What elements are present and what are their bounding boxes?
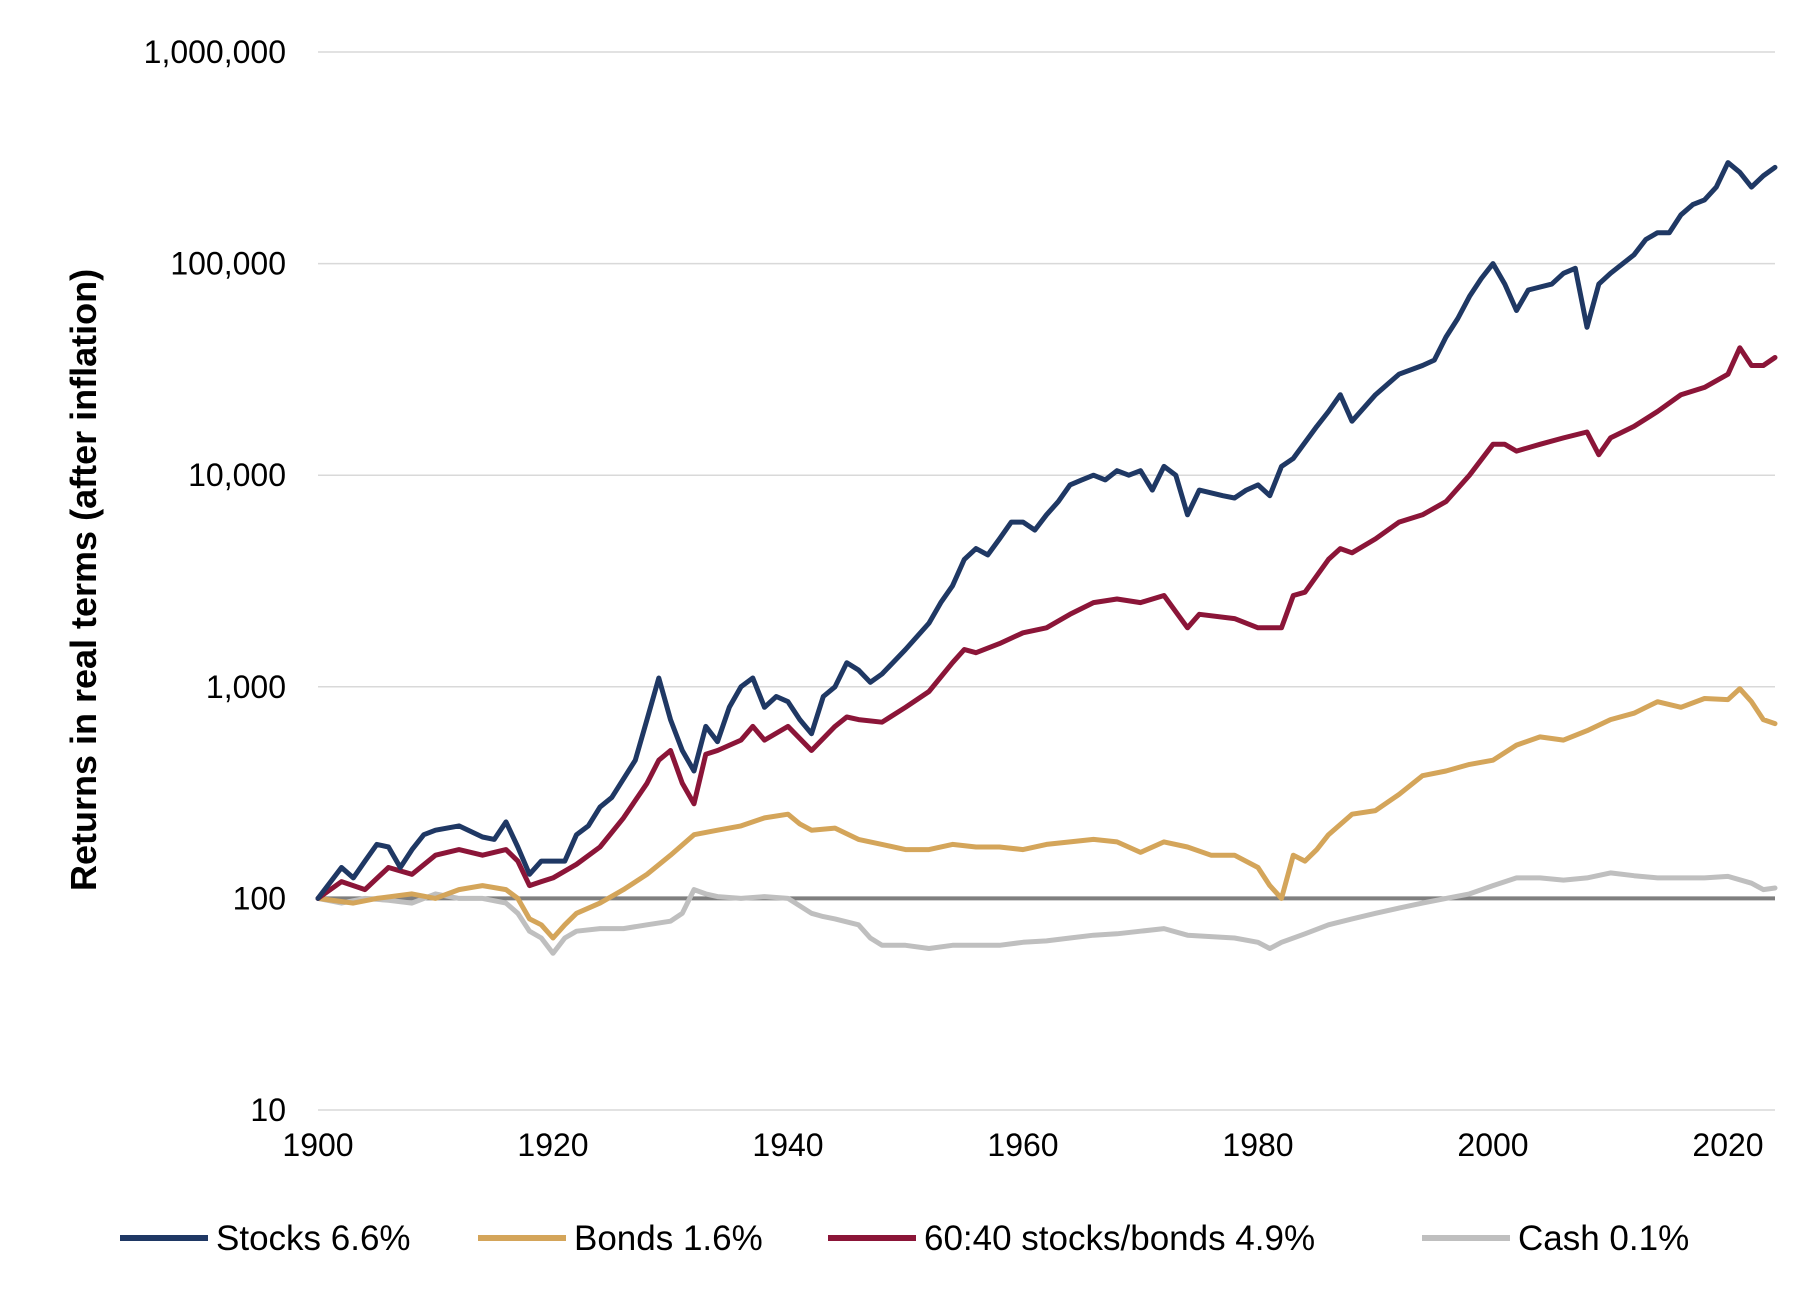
x-tick-label-2: 1940 — [752, 1127, 823, 1163]
series-line-1 — [315, 686, 1778, 941]
legend-label-0: Stocks 6.6% — [216, 1219, 411, 1258]
y-axis-title: Returns in real terms (after inflation) — [63, 269, 104, 891]
legend-item-0: Stocks 6.6% — [120, 1219, 411, 1258]
gridlines — [318, 51, 1775, 1111]
legend-item-2: 60:40 stocks/bonds 4.9% — [828, 1219, 1315, 1258]
y-tick-label-4: 100,000 — [170, 246, 286, 282]
y-tick-label-3: 10,000 — [188, 457, 286, 493]
series-line-0 — [315, 160, 1778, 901]
legend: Stocks 6.6% Bonds 1.6% 60:40 stocks/bonds … — [120, 1219, 1689, 1258]
x-axis-tick-labels: 1900 1920 1940 1960 1980 2000 2020 — [282, 1127, 1763, 1163]
series-layer — [315, 160, 1778, 956]
legend-label-2: 60:40 stocks/bonds 4.9% — [924, 1219, 1315, 1258]
y-tick-label-1: 100 — [233, 880, 286, 916]
x-tick-label-3: 1960 — [987, 1127, 1058, 1163]
legend-label-1: Bonds 1.6% — [574, 1219, 763, 1258]
legend-label-3: Cash 0.1% — [1518, 1219, 1689, 1258]
legend-item-1: Bonds 1.6% — [478, 1219, 763, 1258]
y-axis-tick-labels: 10 100 1,000 10,000 100,000 1,000,000 — [144, 34, 286, 1128]
y-tick-label-5: 1,000,000 — [144, 34, 286, 70]
y-tick-label-2: 1,000 — [206, 669, 286, 705]
series-line-2 — [315, 345, 1778, 901]
y-tick-label-0: 10 — [250, 1092, 286, 1128]
x-tick-label-4: 1980 — [1222, 1127, 1293, 1163]
x-tick-label-0: 1900 — [282, 1127, 353, 1163]
series-line-3 — [315, 870, 1778, 956]
x-tick-label-6: 2020 — [1692, 1127, 1763, 1163]
x-tick-label-1: 1920 — [517, 1127, 588, 1163]
x-tick-label-5: 2000 — [1457, 1127, 1528, 1163]
legend-item-3: Cash 0.1% — [1422, 1219, 1689, 1258]
